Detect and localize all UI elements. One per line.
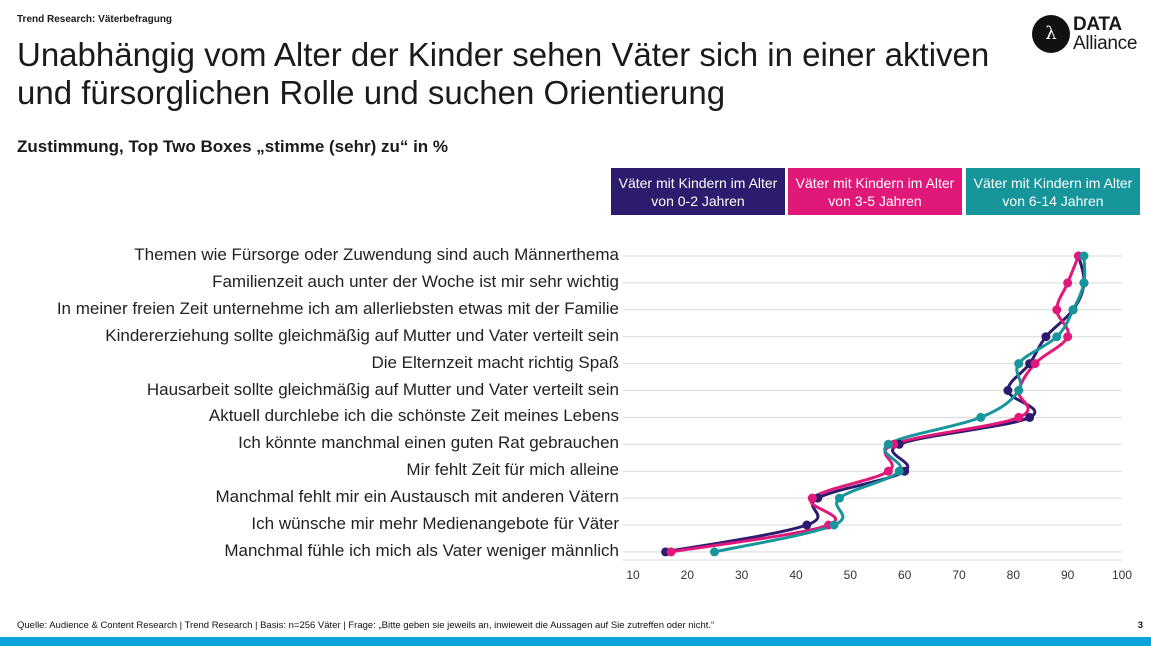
data-point [1014, 359, 1024, 369]
series-line-2 [714, 255, 1087, 554]
category-label: Manchmal fühle ich mich als Vater wenige… [224, 540, 619, 560]
logo-text-line1: DATA [1073, 14, 1122, 35]
category-label: Kindererziehung sollte gleichmäßig auf M… [105, 325, 619, 345]
category-label: Ich wünsche mir mehr Medienangebote für … [251, 514, 619, 533]
data-alliance-logo: λ DATA Alliance [1032, 14, 1147, 58]
source-footnote: Quelle: Audience & Content Research | Tr… [17, 620, 715, 631]
page-title: Unabhängig vom Alter der Kinder sehen Vä… [17, 36, 990, 111]
data-point [807, 493, 817, 503]
category-label: Familienzeit auch unter der Woche ist mi… [212, 271, 619, 291]
x-tick-label: 60 [898, 568, 912, 582]
category-label: Manchmal fehlt mir ein Austausch mit and… [215, 487, 619, 507]
data-point [1041, 332, 1051, 342]
x-tick-label: 40 [789, 568, 803, 582]
category-label: In meiner freien Zeit unternehme ich am … [56, 298, 619, 318]
x-tick-label: 20 [681, 568, 695, 582]
category-label: Die Elternzeit macht richtig Spaß [371, 352, 619, 372]
chart-subtitle: Zustimmung, Top Two Boxes „stimme (sehr)… [17, 137, 449, 156]
category-label: Mir fehlt Zeit für mich alleine [406, 460, 619, 480]
x-tick-label: 30 [735, 568, 749, 582]
report-kicker: Trend Research: Väterbefragung [17, 14, 173, 25]
data-point [1014, 386, 1024, 395]
category-label: Hausarbeit sollte gleichmäßig auf Mutter… [146, 379, 619, 399]
category-label: Aktuell durchlebe ich die schönste Zeit … [208, 406, 619, 426]
x-tick-label: 10 [626, 568, 640, 582]
data-point [1079, 278, 1089, 288]
data-point [976, 412, 986, 422]
data-point [894, 466, 904, 476]
lambda-icon: λ [1032, 15, 1070, 53]
data-point [666, 547, 676, 557]
bottom-accent-bar [0, 637, 1151, 646]
series-line-1 [670, 255, 1080, 554]
x-tick-label: 70 [952, 568, 966, 582]
data-point [1052, 305, 1062, 315]
legend-item-6-14: Väter mit Kindern im Alter von 6-14 Jahr… [966, 168, 1140, 215]
page-number: 3 [1137, 620, 1143, 631]
data-point [710, 547, 719, 557]
data-point [802, 520, 812, 530]
legend-item-3-5: Väter mit Kindern im Alter von 3-5 Jahre… [788, 168, 962, 215]
category-label: Ich könnte manchmal einen guten Rat gebr… [238, 433, 619, 453]
data-point [834, 493, 844, 503]
x-tick-label: 90 [1061, 568, 1075, 582]
x-tick-label: 80 [1007, 568, 1021, 582]
data-point [1003, 386, 1013, 395]
data-point [1025, 412, 1035, 422]
x-tick-label: 100 [1112, 568, 1132, 582]
data-point [1063, 278, 1073, 288]
data-point [1014, 412, 1024, 422]
data-point [1079, 251, 1089, 261]
data-point [1063, 332, 1073, 342]
data-point [1052, 332, 1062, 342]
data-point [883, 439, 893, 449]
category-label: Themen wie Fürsorge oder Zuwendung sind … [134, 245, 619, 264]
data-point [829, 520, 839, 530]
legend-item-0-2: Väter mit Kindern im Alter von 0-2 Jahre… [611, 168, 785, 215]
data-point [1030, 359, 1040, 369]
data-point [883, 466, 893, 476]
series-line-0 [665, 255, 1086, 554]
data-point [1068, 305, 1078, 315]
logo-text-line2: Alliance [1073, 33, 1138, 54]
x-tick-label: 50 [844, 568, 858, 582]
